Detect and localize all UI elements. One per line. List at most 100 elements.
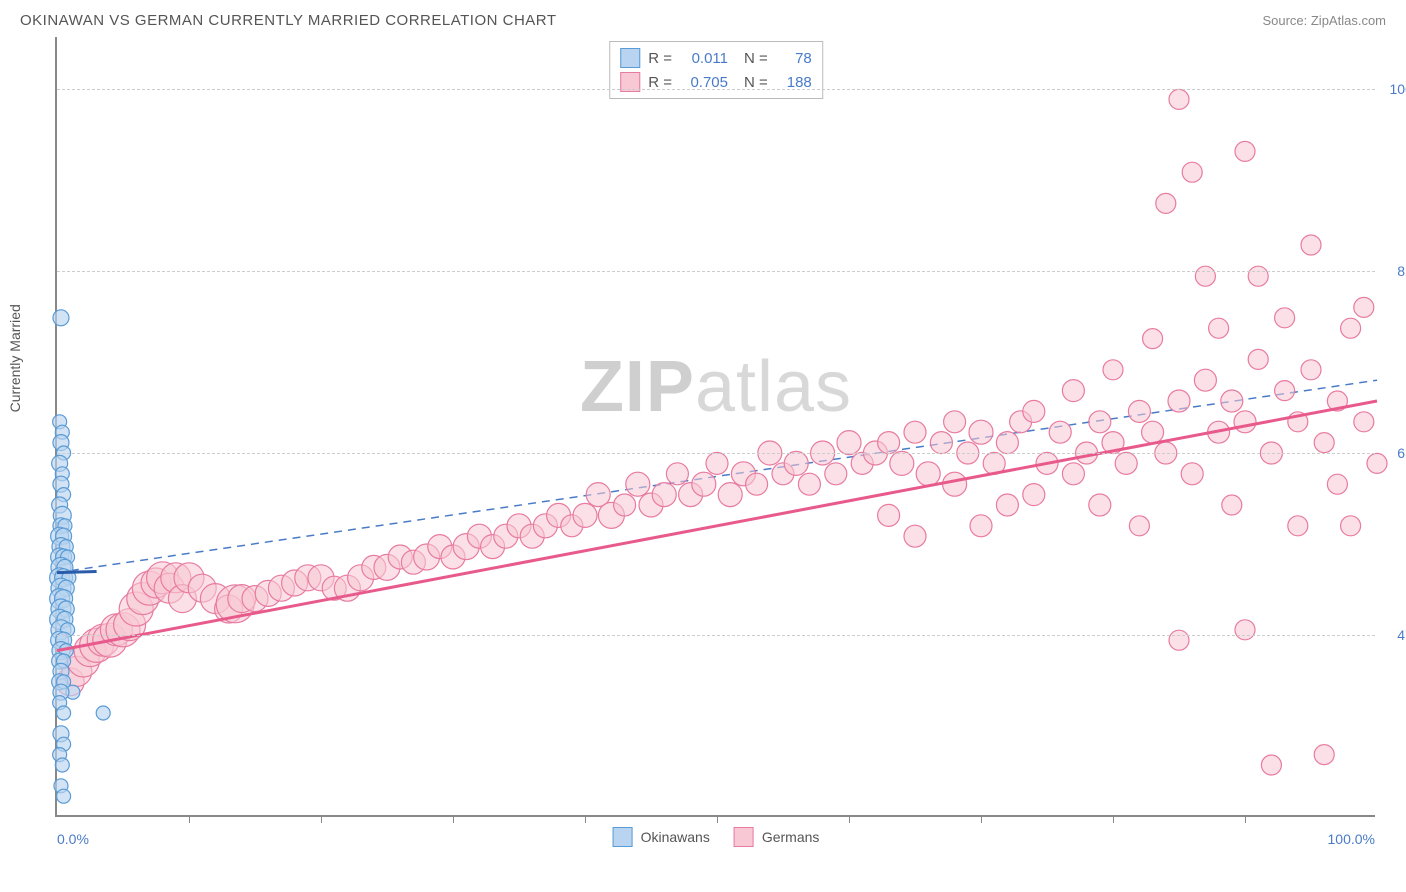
legend-r-label: R =	[648, 74, 672, 91]
data-point	[57, 789, 71, 803]
scatter-plot	[57, 37, 1375, 815]
x-tick	[1113, 815, 1114, 823]
data-point	[1023, 400, 1045, 422]
data-point	[55, 758, 69, 772]
legend-n-label: N =	[744, 74, 768, 91]
legend-series: Okinawans Germans	[613, 827, 820, 847]
data-point	[1143, 329, 1163, 349]
gridline	[57, 453, 1375, 454]
chart-container: Currently Married ZIPatlas R = 0.011 N =…	[55, 37, 1375, 817]
data-point	[1169, 89, 1189, 109]
legend-swatch	[613, 827, 633, 847]
data-point	[1248, 349, 1268, 369]
data-point	[57, 706, 71, 720]
data-point	[1181, 463, 1203, 485]
legend-r-label: R =	[648, 50, 672, 67]
y-tick-label: 65.0%	[1397, 445, 1406, 461]
gridline	[57, 89, 1375, 90]
data-point	[1169, 630, 1189, 650]
data-point	[614, 494, 636, 516]
chart-source: Source: ZipAtlas.com	[1262, 13, 1386, 28]
data-point	[1195, 266, 1215, 286]
data-point	[825, 463, 847, 485]
data-point	[1234, 411, 1256, 433]
data-point	[1367, 453, 1387, 473]
data-point	[718, 483, 742, 507]
data-point	[1221, 390, 1243, 412]
data-point	[1142, 421, 1164, 443]
data-point	[890, 451, 914, 475]
data-point	[996, 494, 1018, 516]
data-point	[943, 472, 967, 496]
trend-line	[57, 401, 1377, 651]
data-point	[878, 432, 900, 454]
x-tick	[849, 815, 850, 823]
x-axis-max: 100.0%	[1328, 831, 1375, 847]
data-point	[970, 515, 992, 537]
data-point	[1327, 474, 1347, 494]
legend-series-item: Okinawans	[613, 827, 710, 847]
data-point	[1194, 369, 1216, 391]
data-point	[969, 420, 993, 444]
data-point	[930, 432, 952, 454]
data-point	[652, 483, 676, 507]
x-axis-min: 0.0%	[57, 831, 89, 847]
plot-area: ZIPatlas	[57, 37, 1375, 815]
data-point	[1314, 433, 1334, 453]
data-point	[1156, 193, 1176, 213]
x-tick	[1245, 815, 1246, 823]
data-point	[904, 525, 926, 547]
legend-series-label: Germans	[762, 829, 820, 845]
data-point	[798, 473, 820, 495]
data-point	[1209, 318, 1229, 338]
chart-title: OKINAWAN VS GERMAN CURRENTLY MARRIED COR…	[20, 12, 557, 29]
data-point	[996, 432, 1018, 454]
data-point	[1341, 516, 1361, 536]
data-point	[573, 503, 597, 527]
legend-n-label: N =	[744, 50, 768, 67]
data-point	[1301, 360, 1321, 380]
data-point	[1182, 162, 1202, 182]
data-point	[944, 411, 966, 433]
data-point	[1023, 484, 1045, 506]
data-point	[784, 451, 808, 475]
x-tick	[321, 815, 322, 823]
data-point	[1062, 380, 1084, 402]
data-point	[1168, 390, 1190, 412]
x-tick	[453, 815, 454, 823]
data-point	[1103, 360, 1123, 380]
data-point	[1275, 381, 1295, 401]
data-point	[878, 504, 900, 526]
data-point	[53, 310, 69, 326]
legend-row: R = 0.011 N = 78	[620, 46, 812, 70]
data-point	[1288, 516, 1308, 536]
data-point	[1235, 620, 1255, 640]
data-point	[1301, 235, 1321, 255]
trend-line	[57, 572, 97, 573]
data-point	[1049, 421, 1071, 443]
data-point	[1261, 755, 1281, 775]
legend-r-value: 0.705	[680, 74, 728, 91]
legend-n-value: 188	[776, 74, 812, 91]
data-point	[837, 431, 861, 455]
data-point	[1222, 495, 1242, 515]
legend-n-value: 78	[776, 50, 812, 67]
x-tick	[585, 815, 586, 823]
x-tick	[717, 815, 718, 823]
y-tick-label: 100.0%	[1390, 81, 1406, 97]
data-point	[1341, 318, 1361, 338]
data-point	[1275, 308, 1295, 328]
data-point	[746, 473, 768, 495]
x-tick	[189, 815, 190, 823]
legend-series-label: Okinawans	[641, 829, 710, 845]
legend-row: R = 0.705 N = 188	[620, 70, 812, 94]
gridline	[57, 635, 1375, 636]
legend-r-value: 0.011	[680, 50, 728, 67]
legend-correlation: R = 0.011 N = 78 R = 0.705 N = 188	[609, 41, 823, 99]
data-point	[666, 463, 688, 485]
legend-swatch	[620, 48, 640, 68]
data-point	[1354, 297, 1374, 317]
data-point	[904, 421, 926, 443]
data-point	[1354, 412, 1374, 432]
data-point	[1089, 494, 1111, 516]
